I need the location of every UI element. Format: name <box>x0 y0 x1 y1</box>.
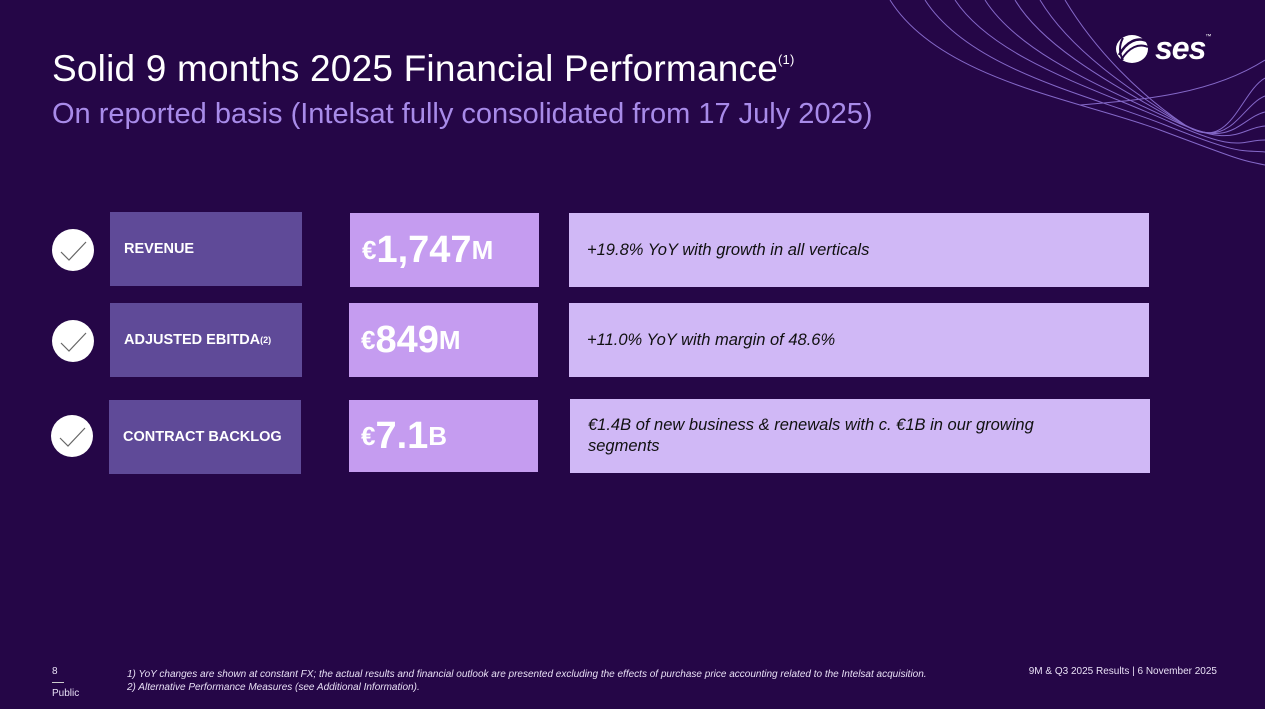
currency: € <box>362 234 377 265</box>
metric-label-contract-backlog: CONTRACT BACKLOG <box>109 400 301 474</box>
trademark: ™ <box>1205 34 1212 40</box>
page-title: Solid 9 months 2025 Financial Performanc… <box>52 48 794 90</box>
metric-value-adjusted-ebitda: €849 M <box>349 303 538 377</box>
metric-description-contract-backlog: €1.4B of new business & renewals with c.… <box>570 399 1150 473</box>
ses-logo-text: ses <box>1155 30 1206 66</box>
metric-value-contract-backlog: €7.1 B <box>349 400 538 472</box>
amount: 849 <box>375 318 439 361</box>
metric-description-revenue: +19.8% YoY with growth in all verticals <box>569 213 1149 287</box>
metric-value-revenue: €1,747 M <box>350 213 539 287</box>
metric-label-adjusted-ebitda: ADJUSTED EBITDA (2) <box>110 303 302 377</box>
page-number: 8 <box>52 666 58 677</box>
check-icon <box>52 229 94 271</box>
unit: M <box>471 234 494 265</box>
title-footnote-ref: (1) <box>777 52 795 67</box>
currency: € <box>361 324 376 355</box>
metric-label-text: ADJUSTED EBITDA <box>124 332 261 348</box>
divider <box>52 682 64 683</box>
amount: 1,747 <box>376 228 472 271</box>
decorative-curves <box>889 0 1265 166</box>
classification-label: Public <box>52 688 80 699</box>
footnote-1: 1) YoY changes are shown at constant FX;… <box>127 669 927 680</box>
check-icon <box>52 320 94 362</box>
metric-label-text: REVENUE <box>124 241 195 257</box>
footnote-2: 2) Alternative Performance Measures (see… <box>127 682 420 693</box>
footnote-ref: (2) <box>260 335 272 345</box>
unit: B <box>428 420 448 451</box>
footer-date: 9M & Q3 2025 Results | 6 November 2025 <box>1028 666 1217 677</box>
ses-globe-icon <box>1116 34 1149 63</box>
metric-description-adjusted-ebitda: +11.0% YoY with margin of 48.6% <box>569 303 1149 377</box>
ses-logo: ses ™ <box>1113 30 1211 67</box>
title-text: Solid 9 months 2025 Financial Performanc… <box>52 48 778 89</box>
metric-label-revenue: REVENUE <box>110 212 302 286</box>
amount: 7.1 <box>375 414 429 457</box>
metric-label-text: CONTRACT BACKLOG <box>123 429 282 445</box>
unit: M <box>438 324 461 355</box>
check-icon <box>51 415 93 457</box>
page-subtitle: On reported basis (Intelsat fully consol… <box>52 98 873 130</box>
currency: € <box>361 420 376 451</box>
